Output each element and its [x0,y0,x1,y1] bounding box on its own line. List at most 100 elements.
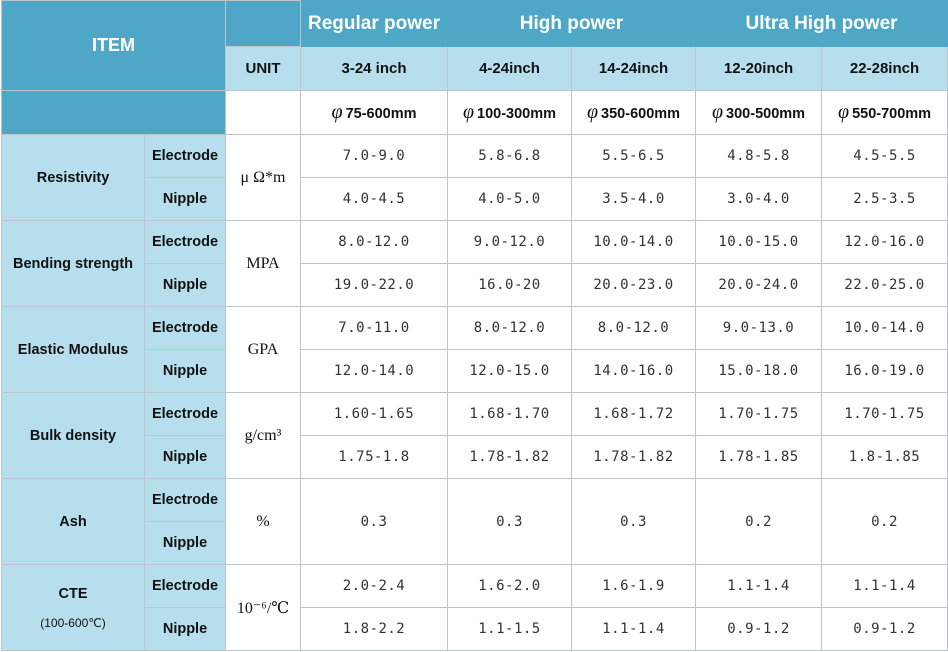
value-cell: 20.0-23.0 [570,263,697,307]
group-regular-power: Regular power [300,0,448,47]
value-cell: 20.0-24.0 [695,263,823,307]
unit-cell: 10⁻⁶/℃ [225,564,301,651]
value-cell: 7.0-11.0 [300,306,448,350]
value-cell: 14.0-16.0 [570,349,697,393]
row-label-bending-strength: Bending strength [1,220,145,307]
value-cell: 22.0-25.0 [821,263,948,307]
value-cell: 1.6-1.9 [570,564,697,608]
unit-cell: MPA [225,220,301,307]
group-high-power: High power [446,0,697,47]
nipple-label: Nipple [144,177,226,221]
value-cell: 1.8-2.2 [300,607,448,651]
value-cell: 8.0-12.0 [300,220,448,264]
value-cell: 1.8-1.85 [821,435,948,479]
value-cell: 2.5-3.5 [821,177,948,221]
value-cell: 10.0-14.0 [570,220,697,264]
value-cell: 12.0-15.0 [447,349,572,393]
value-cell: 1.70-1.75 [695,392,823,436]
cte-range-note: (100-600℃) [40,615,106,630]
electrode-label: Electrode [144,478,226,522]
value-cell: 1.6-2.0 [447,564,572,608]
value-cell: 1.68-1.70 [447,392,572,436]
value-cell: 8.0-12.0 [570,306,697,350]
value-cell: 1.1-1.4 [821,564,948,608]
electrode-label: Electrode [144,306,226,350]
value-cell: 0.9-1.2 [821,607,948,651]
value-cell: 0.2 [695,478,823,565]
value-cell: 0.9-1.2 [695,607,823,651]
value-cell: 5.8-6.8 [447,134,572,178]
nipple-label: Nipple [144,263,226,307]
value-cell: 8.0-12.0 [447,306,572,350]
value-cell: 10.0-15.0 [695,220,823,264]
value-cell: 1.75-1.8 [300,435,448,479]
value-cell: 1.1-1.4 [695,564,823,608]
unit-cell: g/cm³ [225,392,301,479]
diameter-cell: φ 75-600mm [300,90,448,135]
diameter-symbol: φ [711,101,724,123]
value-cell: 15.0-18.0 [695,349,823,393]
value-cell: 1.60-1.65 [300,392,448,436]
value-cell: 0.3 [300,478,448,565]
value-cell: 2.0-2.4 [300,564,448,608]
nipple-label: Nipple [144,521,226,565]
value-cell: 0.3 [570,478,697,565]
value-cell: 4.0-4.5 [300,177,448,221]
value-cell: 0.3 [447,478,572,565]
diameter-symbol: φ [586,101,599,123]
value-cell: 5.5-6.5 [570,134,697,178]
diameter-cell: φ 550-700mm [821,90,948,135]
nipple-label: Nipple [144,349,226,393]
diameter-symbol: φ [462,101,475,123]
value-cell: 1.78-1.82 [570,435,697,479]
value-cell: 4.8-5.8 [695,134,823,178]
nipple-label: Nipple [144,435,226,479]
electrode-label: Electrode [144,392,226,436]
row-label-bulk-density: Bulk density [1,392,145,479]
value-cell: 1.78-1.85 [695,435,823,479]
value-cell: 4.5-5.5 [821,134,948,178]
electrode-label: Electrode [144,564,226,608]
size-header: 3-24 inch [300,46,448,91]
value-cell: 16.0-20 [447,263,572,307]
row-label-ash: Ash [1,478,145,565]
diameter-cell: φ 350-600mm [570,90,697,135]
value-cell: 1.70-1.75 [821,392,948,436]
diameter-symbol: φ [837,101,850,123]
unit-blank-cell [225,90,301,135]
row-label-cte: CTE (100-600℃) [1,564,145,651]
group-ultra-high-power: Ultra High power [695,0,948,47]
value-cell: 7.0-9.0 [300,134,448,178]
electrode-label: Electrode [144,134,226,178]
unit-cell: % [225,478,301,565]
nipple-label: Nipple [144,607,226,651]
size-header: 12-20inch [695,46,823,91]
value-cell: 12.0-16.0 [821,220,948,264]
value-cell: 3.0-4.0 [695,177,823,221]
value-cell: 1.68-1.72 [570,392,697,436]
unit-cell: μ Ω*m [225,134,301,221]
value-cell: 0.2 [821,478,948,565]
row-label-resistivity: Resistivity [1,134,145,221]
value-cell: 12.0-14.0 [300,349,448,393]
diameter-row-spacer [1,90,226,135]
value-cell: 10.0-14.0 [821,306,948,350]
size-header: 4-24inch [447,46,572,91]
size-header: 14-24inch [570,46,697,91]
unit-cell: GPA [225,306,301,393]
value-cell: 9.0-13.0 [695,306,823,350]
value-cell: 1.78-1.82 [447,435,572,479]
row-label-elastic-modulus: Elastic Modulus [1,306,145,393]
value-cell: 1.1-1.5 [447,607,572,651]
unit-header: UNIT [225,46,301,91]
value-cell: 4.0-5.0 [447,177,572,221]
size-header: 22-28inch [821,46,948,91]
diameter-cell: φ 100-300mm [447,90,572,135]
value-cell: 3.5-4.0 [570,177,697,221]
value-cell: 9.0-12.0 [447,220,572,264]
item-header: ITEM [1,0,226,91]
value-cell: 1.1-1.4 [570,607,697,651]
header-spacer [225,0,301,47]
cte-label: CTE [58,585,88,602]
